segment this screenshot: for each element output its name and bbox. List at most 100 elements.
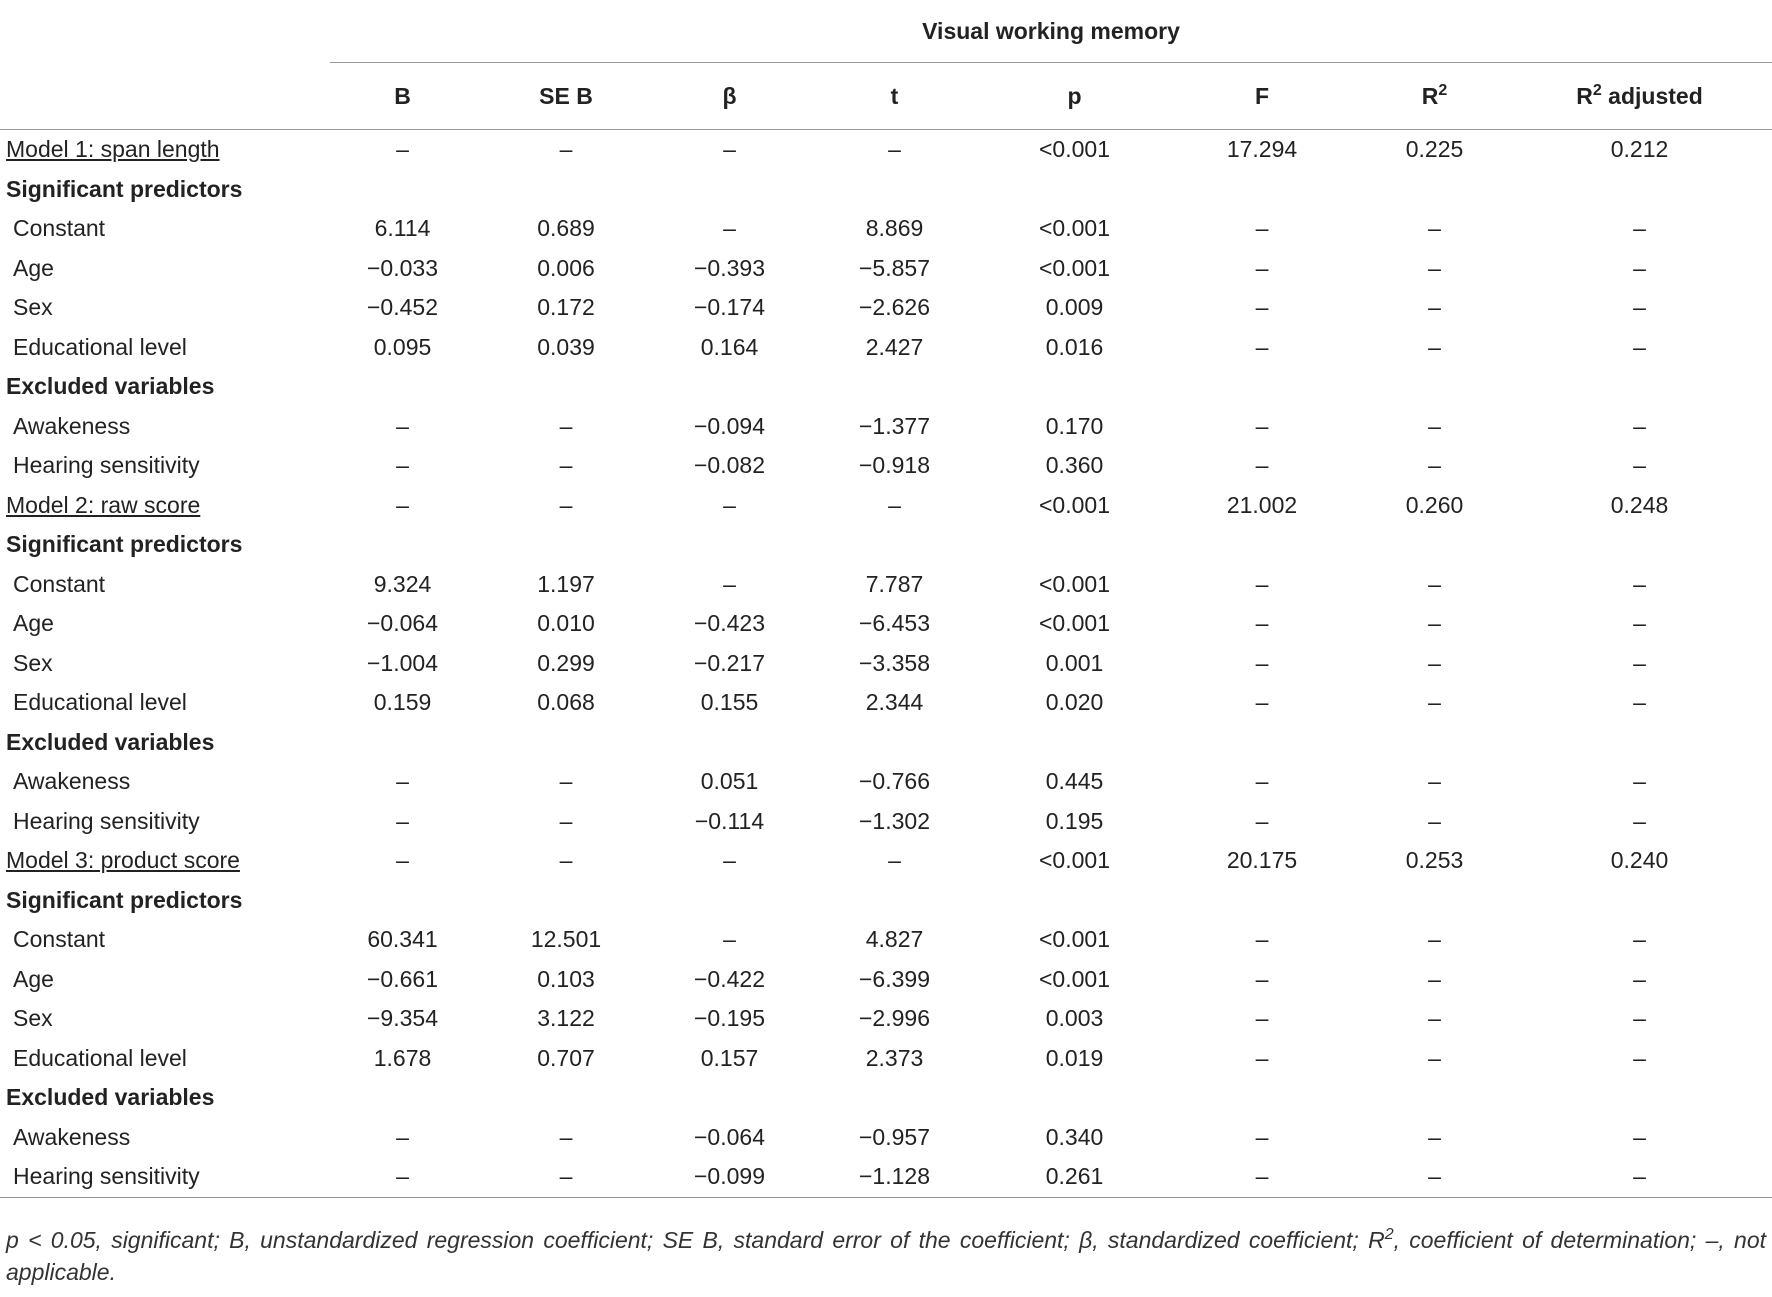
table-row: Hearing sensitivity – – −0.114 −1.302 0.195 – –… — [0, 802, 1772, 842]
cell-r2: – — [1428, 254, 1441, 281]
cell-r2: – — [1428, 570, 1441, 597]
cell-r2: 0.253 — [1405, 847, 1464, 874]
cell-f: – — [1255, 452, 1269, 479]
cell-beta: – — [723, 215, 736, 242]
cell-se-b: – — [559, 136, 573, 163]
cell-p: 0.170 — [1045, 412, 1104, 439]
cell-t: – — [888, 136, 901, 163]
variable-label: Sex — [13, 294, 53, 321]
cell-se-b: – — [559, 412, 573, 439]
section-row: Excluded variables — [0, 367, 1772, 407]
cell-f: – — [1255, 333, 1269, 360]
model-label: Model 2: raw score — [6, 491, 201, 518]
column-header-r2: R2 — [1362, 62, 1507, 130]
cell-t: 7.787 — [865, 570, 924, 597]
cell-se-b: – — [559, 847, 573, 874]
cell-f: – — [1255, 649, 1269, 676]
table-row: Constant 6.114 0.689 – 8.869 <0.001 – – – — [0, 209, 1772, 249]
column-header-p: p — [987, 62, 1162, 130]
cell-r2: – — [1428, 1005, 1441, 1032]
table-row: Educational level 0.095 0.039 0.164 2.427 0.0… — [0, 328, 1772, 368]
variable-label: Awakeness — [13, 1123, 131, 1150]
cell-p: <0.001 — [1039, 491, 1110, 518]
cell-r2: 0.260 — [1405, 491, 1464, 518]
cell-f: – — [1255, 254, 1269, 281]
column-header-beta: β — [657, 62, 802, 130]
variable-label: Awakeness — [13, 768, 131, 795]
cell-se-b: – — [559, 452, 573, 479]
section-row: Excluded variables — [0, 723, 1772, 763]
cell-t: −2.626 — [859, 294, 930, 321]
variable-label: Age — [13, 965, 54, 992]
cell-r2: 0.225 — [1405, 136, 1464, 163]
cell-r2adj: – — [1633, 215, 1646, 242]
cell-se-b: 0.689 — [537, 215, 595, 242]
column-header-label — [0, 62, 330, 130]
cell-r2: – — [1428, 610, 1441, 637]
cell-r2: – — [1428, 452, 1441, 479]
variable-label: Constant — [13, 215, 106, 242]
cell-r2: – — [1428, 649, 1441, 676]
cell-t: −2.996 — [859, 1005, 930, 1032]
table-row: Age −0.033 0.006 −0.393 −5.857 <0.001 – – – — [0, 249, 1772, 289]
empty-corner — [0, 0, 330, 63]
cell-beta: −0.099 — [657, 1157, 802, 1198]
cell-r2adj: – — [1633, 1005, 1646, 1032]
cell-b: – — [396, 491, 409, 518]
table-row: Educational level 1.678 0.707 0.157 2.373 0.0… — [0, 1039, 1772, 1079]
cell-r2adj: – — [1507, 1157, 1772, 1198]
cell-r2adj: – — [1633, 294, 1646, 321]
cell-p: 0.360 — [1045, 452, 1104, 479]
section-label: Excluded variables — [6, 1084, 215, 1111]
cell-beta: – — [723, 847, 736, 874]
section-label: Significant predictors — [6, 531, 243, 558]
cell-t: 2.344 — [865, 689, 924, 716]
cell-se-b: 0.707 — [537, 1044, 595, 1071]
cell-beta: −0.195 — [694, 1005, 765, 1032]
cell-r2: – — [1428, 1123, 1441, 1150]
table-row: Awakeness – – −0.094 −1.377 0.170 – – – — [0, 407, 1772, 447]
cell-b: 0.159 — [373, 689, 432, 716]
cell-r2adj: – — [1633, 965, 1646, 992]
model-row: Model 1: span length – – – – <0.001 17.294 0.22… — [0, 130, 1772, 170]
cell-r2adj: – — [1633, 570, 1646, 597]
cell-t: −1.377 — [859, 412, 930, 439]
variable-label: Age — [13, 254, 54, 281]
variable-label: Sex — [13, 649, 53, 676]
footnote-superscript: 2 — [1384, 1226, 1394, 1243]
cell-b: – — [396, 412, 409, 439]
cell-t: – — [888, 847, 901, 874]
cell-t: – — [888, 491, 901, 518]
section-row: Excluded variables — [0, 1078, 1772, 1118]
cell-r2: – — [1428, 294, 1441, 321]
cell-r2adj: – — [1633, 1123, 1646, 1150]
cell-se-b: – — [559, 491, 573, 518]
cell-se-b: 0.172 — [537, 294, 595, 321]
cell-se-b: 0.103 — [537, 965, 595, 992]
cell-beta: −0.393 — [694, 254, 765, 281]
variable-label: Constant — [13, 570, 106, 597]
cell-f: – — [1255, 1123, 1269, 1150]
cell-p: <0.001 — [1039, 610, 1110, 637]
cell-r2adj: – — [1633, 807, 1646, 834]
cell-b: – — [396, 847, 409, 874]
cell-beta: 0.164 — [700, 333, 759, 360]
cell-se-b: 0.039 — [537, 333, 595, 360]
cell-beta: 0.051 — [700, 768, 759, 795]
cell-b: −9.354 — [367, 1005, 438, 1032]
cell-r2adj: 0.212 — [1610, 136, 1669, 163]
footnote-text-1: p < 0.05, significant; B, unstandardized… — [6, 1227, 1385, 1253]
cell-f: – — [1255, 965, 1269, 992]
cell-p: 0.019 — [1045, 1044, 1104, 1071]
cell-r2: – — [1428, 807, 1441, 834]
column-header-row: B SE B β t p F R2 R2 adjusted — [0, 62, 1772, 130]
cell-f: 21.002 — [1226, 491, 1298, 518]
cell-beta: – — [723, 570, 736, 597]
section-label: Excluded variables — [6, 728, 215, 755]
variable-label: Sex — [13, 1005, 53, 1032]
variable-label: Constant — [13, 926, 106, 953]
cell-f: – — [1255, 294, 1269, 321]
cell-b: – — [396, 1123, 409, 1150]
cell-b: – — [396, 136, 409, 163]
